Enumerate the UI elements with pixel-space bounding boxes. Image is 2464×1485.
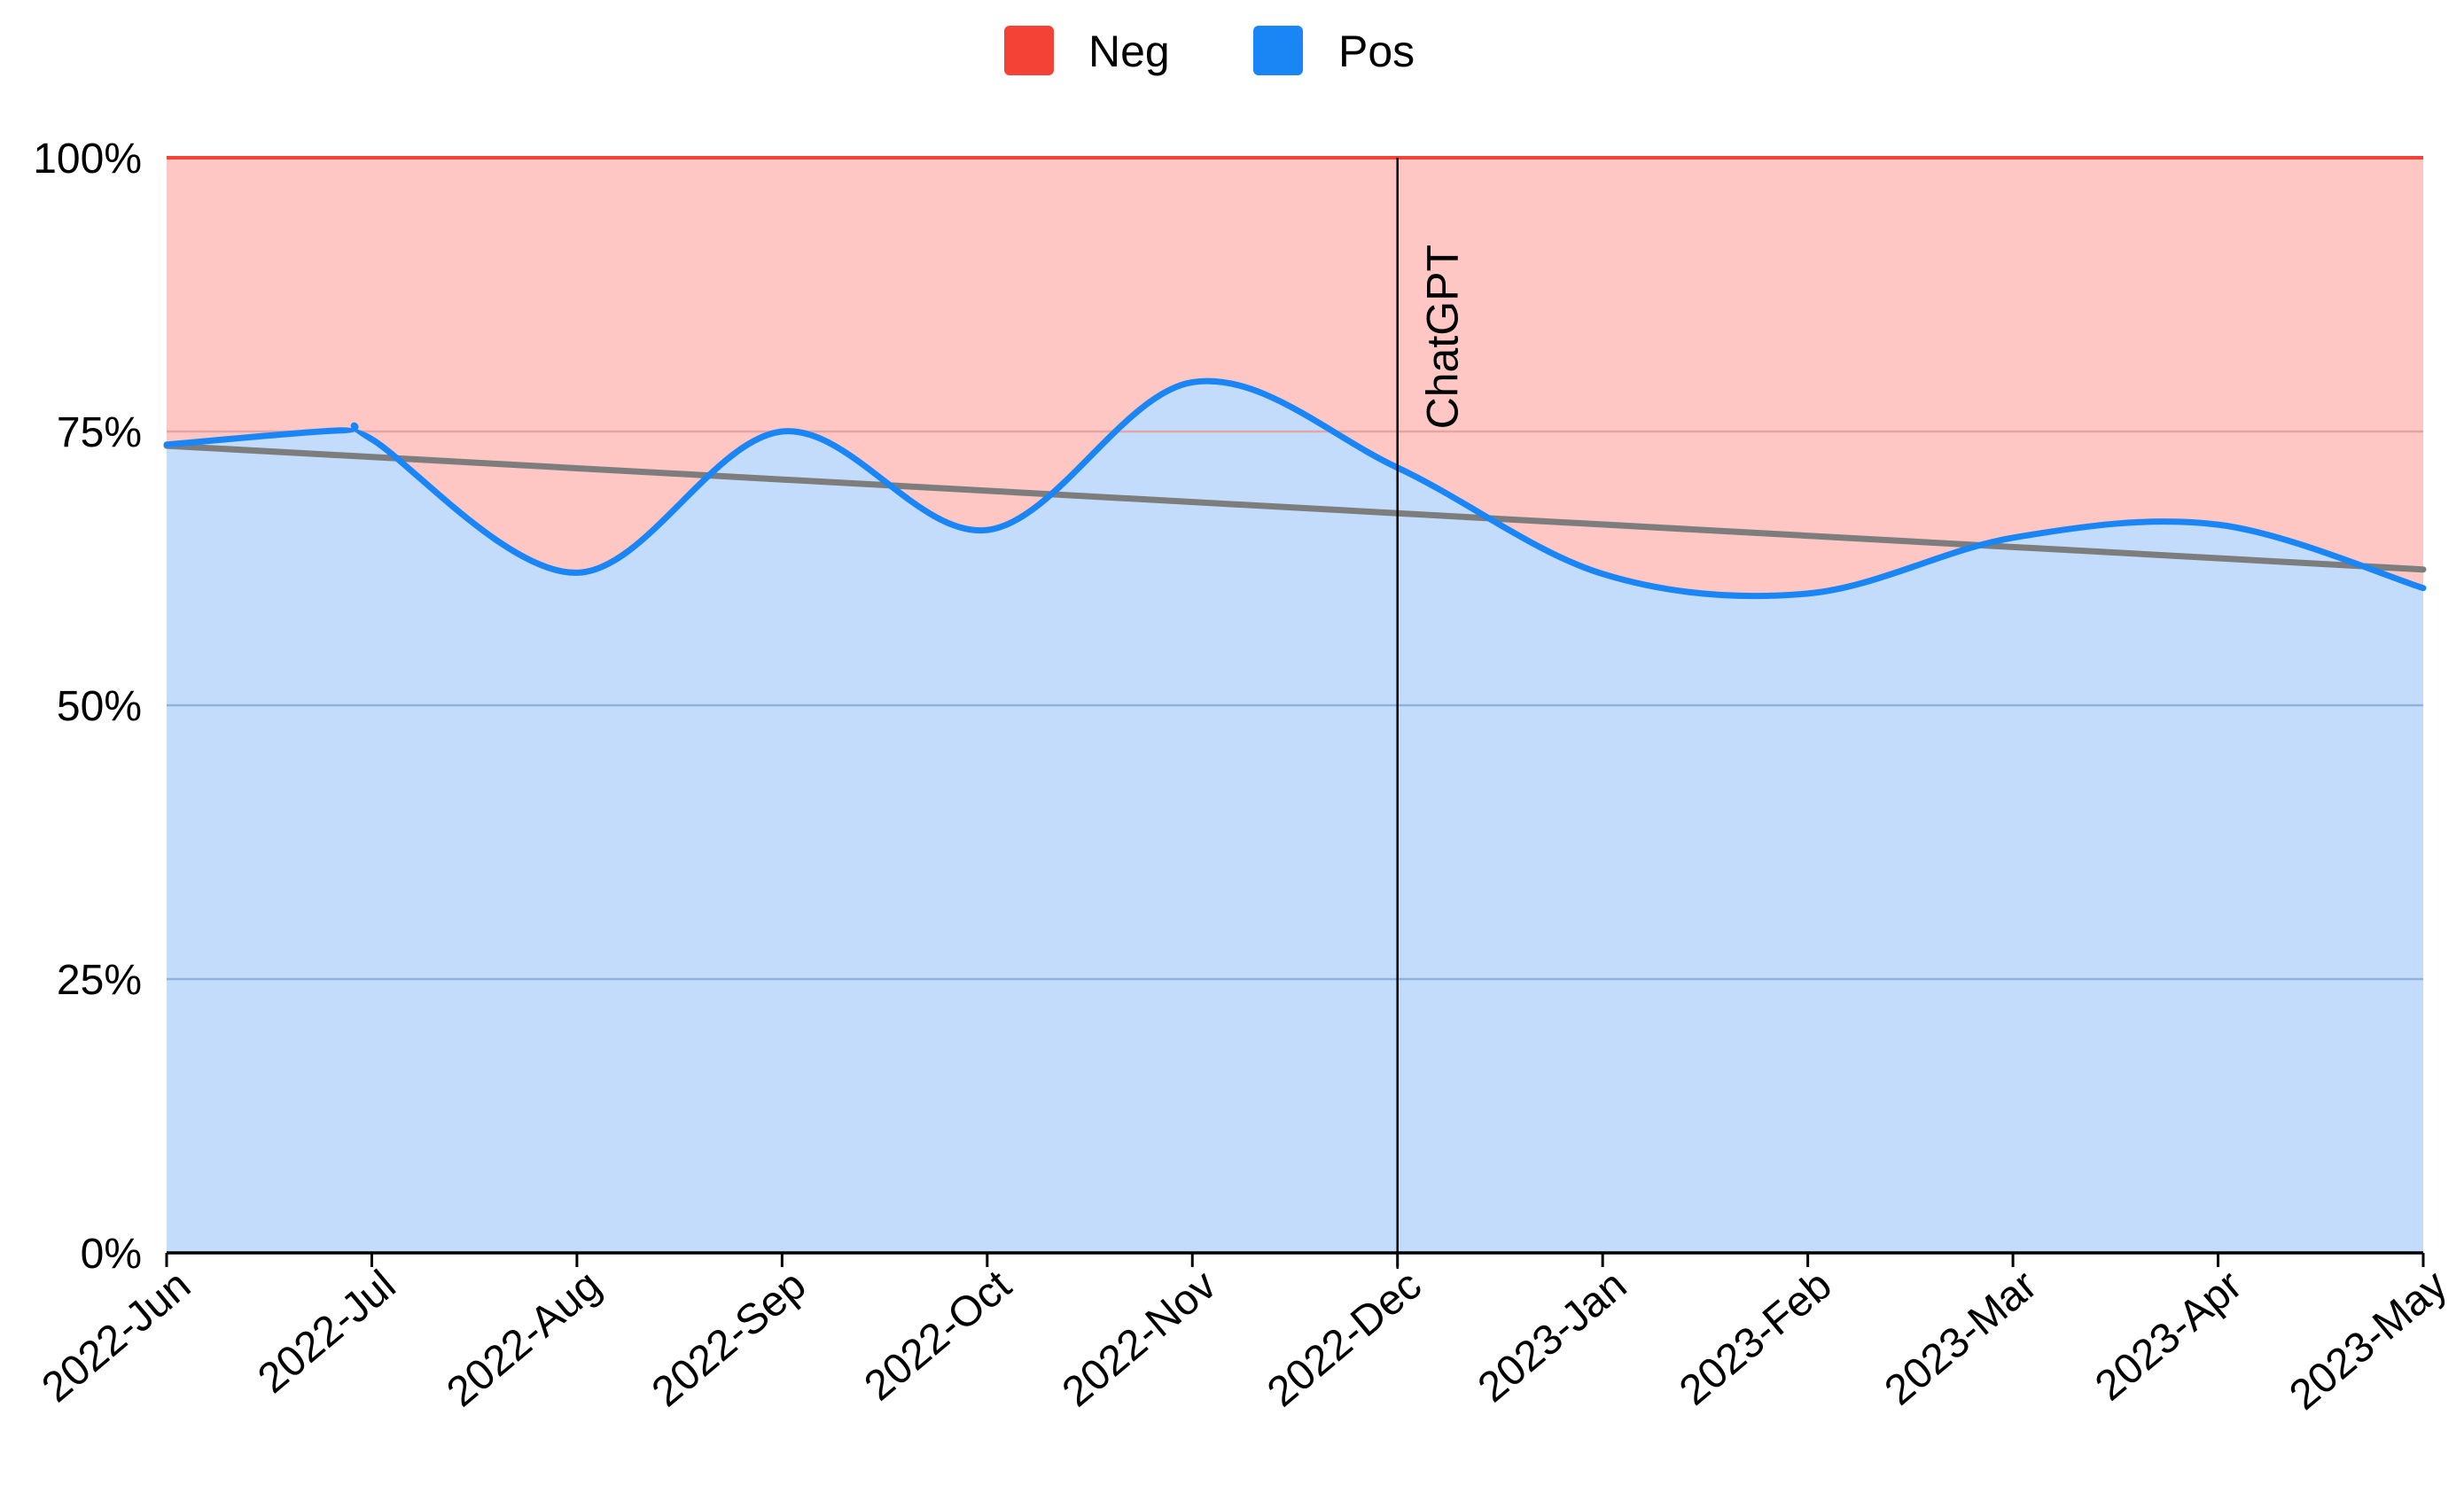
- pos-area: [167, 381, 2423, 1253]
- legend-swatch-neg: [1004, 26, 1054, 75]
- x-tick-label: 2022-Jun: [34, 1262, 199, 1411]
- chatgpt-annotation-label: ChatGPT: [1418, 245, 1468, 429]
- gridlines: [167, 430, 2423, 981]
- x-tick-label: 2022-Nov: [1054, 1262, 1226, 1416]
- y-tick-label: 25%: [57, 957, 142, 1004]
- legend: Neg Pos: [1004, 26, 1415, 76]
- plot-area: ChatGPT 0% 25% 50% 75% 100% 2022-Jun 2022-Jul…: [33, 136, 2456, 1419]
- x-tick-label: 2022-Oct: [856, 1262, 1020, 1411]
- y-tick-label: 100%: [33, 136, 142, 183]
- x-tick-label: 2023-Feb: [1671, 1262, 1840, 1415]
- x-tick-label: 2022-Aug: [438, 1262, 610, 1416]
- x-tick-label: 2023-Jan: [1470, 1262, 1635, 1411]
- x-tick-label: 2022-Sep: [643, 1262, 815, 1416]
- legend-label-neg: Neg: [1088, 27, 1170, 76]
- y-tick-label: 0%: [81, 1231, 142, 1278]
- y-tick-label: 50%: [57, 683, 142, 730]
- x-tick-label: 2023-May: [2281, 1262, 2456, 1419]
- pos-series-line: [163, 377, 2427, 600]
- x-axis-labels: 2022-Jun 2022-Jul 2022-Aug 2022-Sep 2022-Oct…: [34, 1262, 2456, 1419]
- x-tick-label: 2022-Dec: [1259, 1262, 1431, 1416]
- x-tick-label: 2023-Apr: [2086, 1262, 2250, 1411]
- x-axis-ticks: [165, 1253, 2425, 1267]
- legend-label-pos: Pos: [1338, 27, 1415, 76]
- trendline: [163, 442, 2427, 573]
- legend-swatch-pos: [1253, 26, 1303, 75]
- x-tick-label: 2022-Jul: [249, 1262, 404, 1403]
- y-axis-labels: 0% 25% 50% 75% 100%: [33, 136, 142, 1278]
- x-tick-label: 2023-Mar: [1876, 1262, 2046, 1415]
- y-tick-label: 75%: [57, 409, 142, 456]
